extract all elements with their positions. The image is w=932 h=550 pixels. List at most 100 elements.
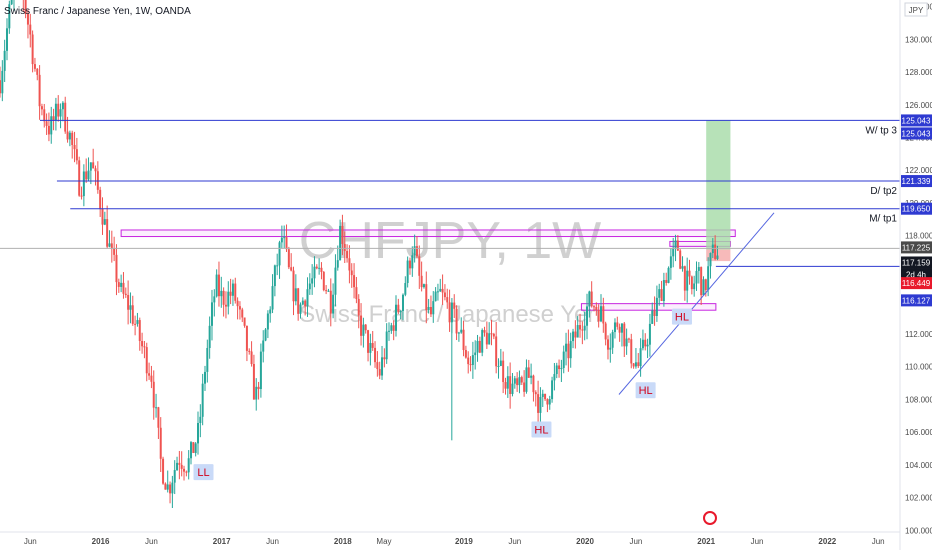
currency-box	[904, 2, 928, 17]
candle-body	[450, 302, 453, 323]
annotation-box	[635, 382, 656, 399]
candle-body	[61, 102, 64, 110]
candle-body	[516, 378, 519, 386]
candle-body	[392, 325, 395, 331]
resistance-zone	[580, 303, 717, 311]
candle-body	[278, 242, 281, 266]
candle-body	[250, 351, 253, 365]
candle-body	[276, 265, 279, 267]
candle-body	[383, 357, 386, 360]
candle-body	[464, 350, 467, 358]
candle-body	[173, 470, 176, 483]
candle-body	[499, 360, 502, 366]
candle-body	[569, 341, 572, 359]
candle-body	[378, 369, 381, 376]
time-axis[interactable]: Jun 2016 Jun 2017 Jun 2018 May 2019 Jun 2020 Jun 20…	[24, 537, 885, 546]
candle-body	[73, 144, 76, 150]
candle-body	[210, 302, 213, 326]
candle-body	[85, 171, 88, 180]
candle-body	[280, 237, 283, 243]
candle-body	[315, 266, 318, 269]
candle-body	[222, 290, 225, 305]
candle-body	[241, 309, 244, 318]
candle-body	[513, 378, 516, 384]
candle-body	[243, 317, 246, 326]
candle-body	[709, 253, 712, 267]
candle-body	[662, 280, 665, 302]
candle-body	[418, 256, 421, 276]
candle-body	[581, 329, 584, 331]
candle-body	[532, 375, 535, 393]
chart-title: Swiss Franc / Japanese Yen, 1W, OANDA	[4, 6, 191, 17]
candle-body	[439, 288, 442, 292]
candle-body	[443, 292, 446, 298]
candle-body	[385, 331, 388, 360]
candle-body	[290, 267, 293, 271]
candle-body	[357, 298, 360, 316]
candle-body	[320, 267, 323, 272]
candle-body	[269, 309, 272, 314]
candle-body	[87, 170, 90, 180]
candle-body	[169, 484, 172, 494]
candle-body	[555, 365, 558, 375]
candle-body	[313, 266, 316, 279]
candle-body	[462, 329, 465, 351]
price-tick-label: 106.000	[905, 428, 932, 437]
candle-body	[432, 301, 435, 315]
candle-body	[360, 315, 363, 336]
price-badge	[901, 256, 932, 269]
candle-body	[369, 343, 372, 353]
candle-body	[702, 279, 705, 296]
price-badge	[901, 175, 932, 188]
candle-body	[620, 323, 623, 333]
candle-body	[197, 422, 200, 444]
candle-body	[234, 283, 237, 301]
candle-body	[511, 383, 514, 394]
candle-body	[346, 251, 349, 259]
candle-body	[348, 258, 351, 271]
candle-body	[714, 244, 717, 259]
candle-body	[89, 162, 92, 171]
candle-body	[322, 271, 325, 291]
candle-body	[103, 219, 106, 225]
candle-body	[29, 24, 32, 35]
candle-body	[483, 330, 486, 333]
candle-body	[441, 288, 444, 293]
candle-body	[544, 393, 547, 400]
candles-layer	[0, 0, 719, 509]
candle-body	[120, 282, 123, 287]
candle-body	[669, 256, 672, 268]
candle-body	[40, 106, 43, 110]
price-badge-label: 117.159	[902, 258, 931, 267]
candle-body	[329, 290, 332, 314]
candle-body	[190, 442, 193, 459]
candle-body	[478, 340, 481, 353]
tradingview-logo[interactable]	[703, 511, 717, 525]
candle-body	[245, 325, 248, 351]
candle-body	[355, 287, 358, 299]
candle-body	[106, 219, 109, 247]
candle-body	[448, 302, 451, 323]
candle-body	[252, 364, 255, 400]
time-tick-label: Jun	[145, 537, 158, 546]
candle-body	[92, 162, 95, 169]
candle-body	[534, 392, 537, 395]
price-badge	[901, 277, 932, 290]
candle-body	[54, 103, 57, 121]
candle-body	[704, 279, 707, 291]
candle-body	[299, 304, 302, 314]
candle-body	[604, 323, 607, 340]
target-line-label: W/ tp 3	[865, 125, 897, 136]
candle-body	[446, 297, 449, 303]
candle-body	[115, 254, 118, 283]
candle-body	[171, 482, 174, 494]
time-tick-label: Jun	[24, 537, 37, 546]
candle-body	[236, 300, 239, 307]
candle-body	[96, 171, 99, 190]
candle-body	[588, 291, 591, 307]
candle-body	[145, 347, 148, 374]
candle-body	[248, 350, 251, 352]
candle-body	[82, 171, 85, 197]
candle-body	[436, 291, 439, 293]
